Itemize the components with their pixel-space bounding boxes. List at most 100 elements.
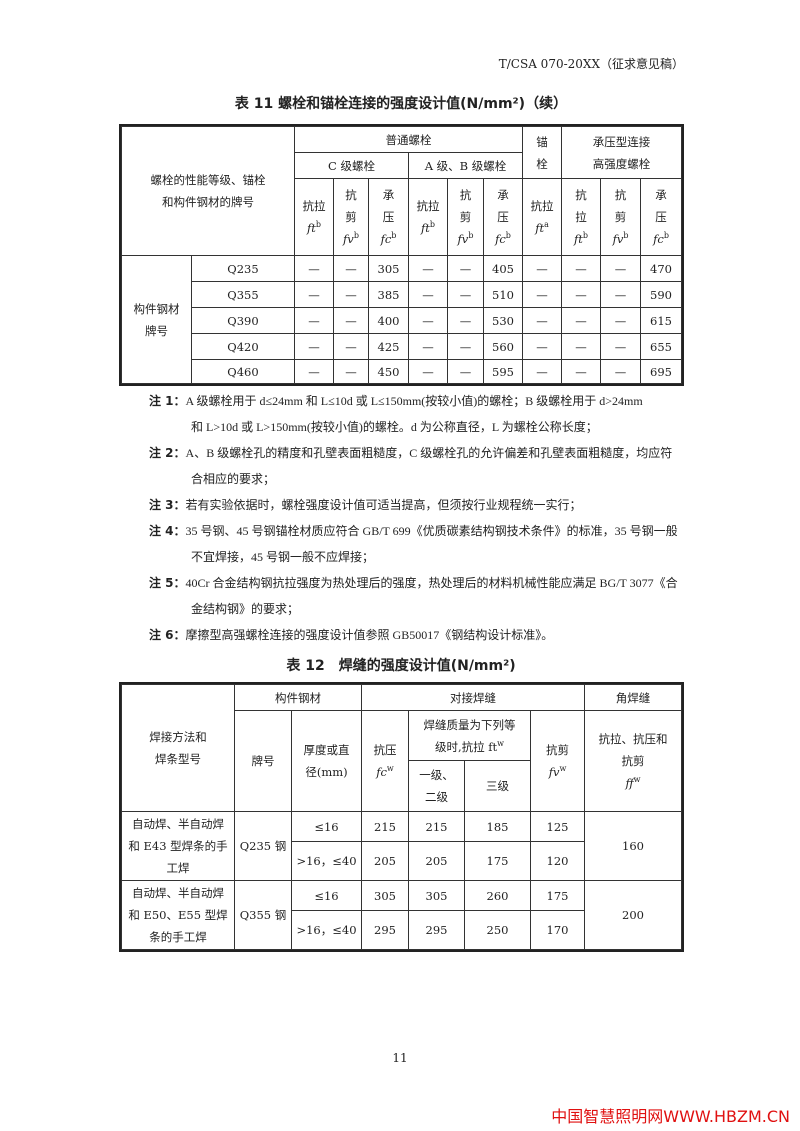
value-cell: 205 — [408, 841, 465, 881]
symbol: ft — [574, 232, 583, 246]
note-text: 若有实验依据时，螺栓强度设计值可适当提高，但须按行业规程统一实行； — [185, 498, 582, 512]
sub-header-text: 抗 — [614, 188, 627, 202]
fillet-sub-header-text: 抗拉、抗压和 — [598, 732, 668, 746]
value-cell: 450 — [368, 359, 409, 384]
value-cell: ≤16 — [291, 880, 362, 911]
symbol: fv — [343, 232, 354, 246]
weld-method-text: 和 E43 型焊条的手 — [128, 839, 228, 853]
weld-method: 自动焊、半自动焊和 E43 型焊条的手 工焊 — [121, 811, 235, 881]
value-cell: 295 — [408, 910, 465, 950]
quality-header-text: 级时,抗拉 ft — [434, 739, 498, 754]
fillet-weld-header: 角焊缝 — [584, 684, 682, 711]
value-cell: — — [294, 359, 334, 384]
symbol: fc — [380, 232, 392, 246]
note-line: 注 4： 35 号钢、45 号钢锚栓材质应符合 GB/T 699《优质碳素结构钢技… — [149, 518, 689, 544]
value-cell: — — [447, 307, 484, 334]
note-1: 注 1： A 级螺栓用于 d≤24mm 和 L≤10d 或 L≤150mm(按较小… — [149, 388, 689, 440]
steel-grade: Q390 — [191, 307, 295, 334]
weld-method-text: 工焊 — [166, 861, 190, 875]
steel-grade: Q420 — [191, 333, 295, 360]
value-cell: — — [522, 359, 563, 384]
note-line: 注 6： 摩擦型高强螺栓连接的强度设计值参照 GB50017《钢结构设计标准》。 — [149, 622, 689, 648]
note-line: 注 1： A 级螺栓用于 d≤24mm 和 L≤10d 或 L≤150mm(按较小… — [149, 388, 689, 414]
value-cell: — — [600, 307, 642, 334]
page-content: T/CSA 070-20XX（征求意见稿） 表 11 螺栓和锚栓连接的强度设计值… — [118, 56, 685, 952]
table-row: Q355— —385— —510— — —590 — [122, 281, 683, 308]
value-cell: — — [408, 307, 448, 334]
value-cell: — — [294, 281, 334, 308]
bearing-bolt-header: 承压型连接 高强度螺栓 — [561, 126, 683, 179]
sub-header-text: 承 — [497, 188, 509, 202]
value-cell: — — [333, 255, 369, 282]
sub-header: 抗剪 fvb — [600, 178, 642, 256]
value-cell: 695 — [640, 359, 683, 384]
symbol: ft — [535, 221, 545, 235]
value-cell: 425 — [368, 333, 409, 360]
value-cell: 175 — [530, 880, 585, 911]
table-row: >16，≤40 295 295 250 170 — [122, 910, 682, 950]
symbol: fv — [548, 765, 560, 779]
sub-header-text: 抗 — [575, 188, 587, 202]
group-label-text: 构件钢材 — [133, 301, 180, 316]
symbol-sup: b — [353, 231, 359, 241]
value-cell: — — [561, 281, 602, 308]
steel-grade: Q235 — [191, 255, 295, 282]
weld-method-text: 自动焊、半自动焊 — [132, 886, 224, 900]
note-text: 不宜焊接，45 号钢一般不应焊接； — [191, 550, 375, 564]
anchor-header-text: 栓 — [536, 156, 548, 171]
corner-header-text: 螺栓的性能等级、锚栓 — [150, 173, 266, 187]
weld-method: 自动焊、半自动焊和 E50、E55 型焊 条的手工焊 — [121, 880, 235, 950]
note-4: 注 4： 35 号钢、45 号钢锚栓材质应符合 GB/T 699《优质碳素结构钢技… — [149, 518, 689, 570]
shear-header-text: 抗剪 — [546, 743, 569, 757]
fillet-value: 200 — [584, 880, 682, 950]
value-cell: 295 — [361, 910, 409, 950]
page-number: 11 — [392, 1051, 408, 1065]
value-cell: 250 — [464, 910, 531, 950]
note-text: A、B 级螺栓孔的精度和孔壁表面粗糙度，C 级螺栓孔的允许偏差和孔壁表面粗糙度，… — [185, 446, 673, 460]
note-label: 注 3： — [149, 498, 186, 512]
symbol: fv — [457, 232, 469, 246]
note-line: 注 2： A、B 级螺栓孔的精度和孔壁表面粗糙度，C 级螺栓孔的允许偏差和孔壁表面… — [149, 440, 689, 466]
value-cell: 530 — [482, 307, 524, 334]
steel-grade: Q355 钢 — [234, 880, 292, 950]
symbol-sup: b — [663, 231, 669, 241]
value-cell: — — [294, 255, 334, 282]
value-cell: 205 — [361, 841, 409, 881]
bearing-bolt-header-text: 高强度螺栓 — [592, 156, 651, 171]
table-row: >16，≤40 205 205 175 120 — [122, 841, 682, 881]
value-cell: 590 — [640, 281, 683, 308]
sub-header-text: 抗拉 — [416, 199, 440, 213]
method-header-text: 焊接方法和 — [149, 730, 207, 744]
level12-header: 一级、 二级 — [408, 760, 465, 812]
note-text: 摩擦型高强螺栓连接的强度设计值参照 GB50017《钢结构设计标准》。 — [185, 628, 554, 642]
note-text: 40Cr 合金结构钢抗拉强度为热处理后的强度，热处理后的材料机械性能应满足 BG… — [185, 576, 678, 590]
value-cell: — — [522, 333, 563, 360]
shear-header: 抗剪 fvw — [530, 710, 585, 812]
method-header-text: 焊条型号 — [155, 752, 201, 766]
symbol: fv — [612, 232, 624, 246]
fillet-sub-header: 抗拉、抗压和 抗剪 ffw — [584, 710, 682, 812]
group-label: 构件钢材 牌号 — [121, 255, 192, 384]
weld-method-text: 自动焊、半自动焊 — [132, 817, 224, 831]
sub-header: 抗拉 ftb — [561, 178, 602, 256]
steel-grade: Q460 — [191, 359, 295, 384]
value-cell: — — [408, 281, 448, 308]
value-cell: — — [333, 333, 369, 360]
value-cell: 120 — [530, 841, 585, 881]
value-cell: 655 — [640, 333, 683, 360]
note-2: 注 2： A、B 级螺栓孔的精度和孔壁表面粗糙度，C 级螺栓孔的允许偏差和孔壁表面… — [149, 440, 689, 492]
value-cell: — — [600, 359, 642, 384]
note-label: 注 4： — [149, 524, 186, 538]
corner-header: 螺栓的性能等级、锚栓 和构件钢材的牌号 — [121, 126, 295, 256]
value-cell: — — [408, 359, 448, 384]
note-3: 注 3： 若有实验依据时，螺栓强度设计值可适当提高，但须按行业规程统一实行； — [149, 492, 689, 518]
value-cell: 170 — [530, 910, 585, 950]
sub-header: 承压 fcb — [482, 178, 524, 256]
anchor-header-text: 锚 — [536, 134, 548, 149]
value-cell: 215 — [408, 811, 465, 842]
value-cell: — — [333, 359, 369, 384]
sub-header: 抗拉 ftb — [294, 178, 334, 256]
symbol: ft — [420, 221, 430, 235]
sub-header-text: 拉 — [575, 210, 587, 224]
table12: 焊接方法和 焊条型号 构件钢材 对接焊缝 角焊缝 牌号 厚度或直 径(mm) 抗压 f… — [119, 682, 684, 952]
